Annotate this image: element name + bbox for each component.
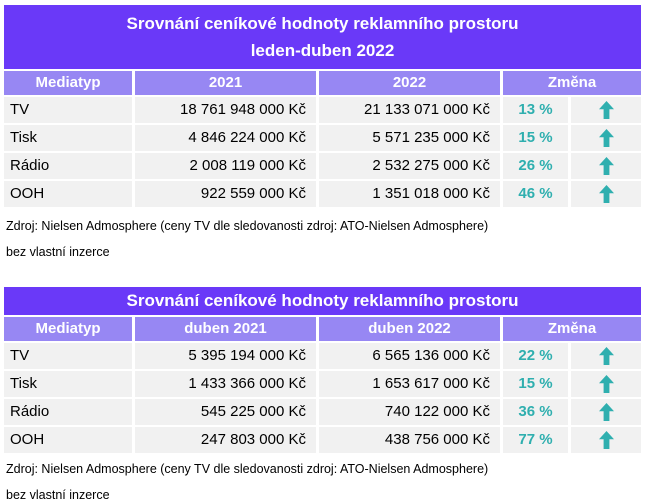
value-cell: 1 653 617 000 Kč bbox=[319, 371, 500, 397]
source-note: Zdroj: Nielsen Admosphere (ceny TV dle s… bbox=[6, 461, 646, 500]
value-cell: 740 122 000 Kč bbox=[319, 399, 500, 425]
change-percent-cell: 15 % bbox=[503, 371, 568, 397]
value-cell: 5 571 235 000 Kč bbox=[319, 125, 500, 151]
trend-arrow-cell bbox=[571, 97, 641, 123]
value-cell: 1 351 018 000 Kč bbox=[319, 181, 500, 207]
trend-arrow-cell bbox=[571, 427, 641, 453]
trend-arrow-cell bbox=[571, 181, 641, 207]
change-percent-cell: 77 % bbox=[503, 427, 568, 453]
table-header-row: Mediatyp duben 2021 duben 2022 Změna bbox=[4, 317, 641, 341]
source-note-line2: bez vlastní inzerce bbox=[6, 488, 110, 500]
mediatype-cell: OOH bbox=[4, 181, 132, 207]
mediatype-cell: Tisk bbox=[4, 371, 132, 397]
up-arrow-icon bbox=[598, 347, 614, 365]
value-cell: 545 225 000 Kč bbox=[135, 399, 316, 425]
header-period1: duben 2021 bbox=[135, 317, 316, 341]
value-cell: 18 761 948 000 Kč bbox=[135, 97, 316, 123]
header-mediatype: Mediatyp bbox=[4, 317, 132, 341]
value-cell: 5 395 194 000 Kč bbox=[135, 343, 316, 369]
trend-arrow-cell bbox=[571, 343, 641, 369]
mediatype-cell: Tisk bbox=[4, 125, 132, 151]
source-note-line1: Zdroj: Nielsen Admosphere (ceny TV dle s… bbox=[6, 462, 489, 476]
value-cell: 247 803 000 Kč bbox=[135, 427, 316, 453]
change-percent-cell: 36 % bbox=[503, 399, 568, 425]
trend-arrow-cell bbox=[571, 125, 641, 151]
up-arrow-icon bbox=[598, 101, 614, 119]
change-percent-cell: 13 % bbox=[503, 97, 568, 123]
header-mediatype: Mediatyp bbox=[4, 71, 132, 95]
up-arrow-icon bbox=[598, 403, 614, 421]
up-arrow-icon bbox=[598, 375, 614, 393]
up-arrow-icon bbox=[598, 431, 614, 449]
price-comparison-table-april: Srovnání ceníkové hodnoty reklamního pro… bbox=[4, 287, 641, 453]
table-title: Srovnání ceníkové hodnoty reklamního pro… bbox=[4, 287, 641, 315]
change-percent-cell: 15 % bbox=[503, 125, 568, 151]
change-percent-cell: 22 % bbox=[503, 343, 568, 369]
value-cell: 21 133 071 000 Kč bbox=[319, 97, 500, 123]
source-note-line1: Zdroj: Nielsen Admosphere (ceny TV dle s… bbox=[6, 219, 489, 233]
table-body: TV 5 395 194 000 Kč 6 565 136 000 Kč 22 … bbox=[4, 343, 641, 453]
value-cell: 6 565 136 000 Kč bbox=[319, 343, 500, 369]
up-arrow-icon bbox=[598, 129, 614, 147]
trend-arrow-cell bbox=[571, 153, 641, 179]
header-period1: 2021 bbox=[135, 71, 316, 95]
up-arrow-icon bbox=[598, 185, 614, 203]
table-header-row: Mediatyp 2021 2022 Změna bbox=[4, 71, 641, 95]
mediatype-cell: OOH bbox=[4, 427, 132, 453]
mediatype-cell: Rádio bbox=[4, 399, 132, 425]
header-change: Změna bbox=[503, 71, 641, 95]
table-title-line2: leden-duben 2022 bbox=[250, 41, 395, 60]
change-percent-cell: 46 % bbox=[503, 181, 568, 207]
value-cell: 2 532 275 000 Kč bbox=[319, 153, 500, 179]
value-cell: 1 433 366 000 Kč bbox=[135, 371, 316, 397]
up-arrow-icon bbox=[598, 157, 614, 175]
value-cell: 922 559 000 Kč bbox=[135, 181, 316, 207]
value-cell: 4 846 224 000 Kč bbox=[135, 125, 316, 151]
price-comparison-table-jan-apr: Srovnání ceníkové hodnoty reklamního pro… bbox=[4, 5, 641, 207]
trend-arrow-cell bbox=[571, 399, 641, 425]
source-note-line2: bez vlastní inzerce bbox=[6, 245, 110, 259]
mediatype-cell: TV bbox=[4, 97, 132, 123]
table-title-line1: Srovnání ceníkové hodnoty reklamního pro… bbox=[126, 14, 519, 33]
table-title: Srovnání ceníkové hodnoty reklamního pro… bbox=[4, 5, 641, 69]
mediatype-cell: TV bbox=[4, 343, 132, 369]
mediatype-cell: Rádio bbox=[4, 153, 132, 179]
table-body: TV 18 761 948 000 Kč 21 133 071 000 Kč 1… bbox=[4, 97, 641, 207]
header-period2: 2022 bbox=[319, 71, 500, 95]
header-change: Změna bbox=[503, 317, 641, 341]
source-note: Zdroj: Nielsen Admosphere (ceny TV dle s… bbox=[6, 218, 646, 260]
value-cell: 2 008 119 000 Kč bbox=[135, 153, 316, 179]
value-cell: 438 756 000 Kč bbox=[319, 427, 500, 453]
trend-arrow-cell bbox=[571, 371, 641, 397]
change-percent-cell: 26 % bbox=[503, 153, 568, 179]
header-period2: duben 2022 bbox=[319, 317, 500, 341]
